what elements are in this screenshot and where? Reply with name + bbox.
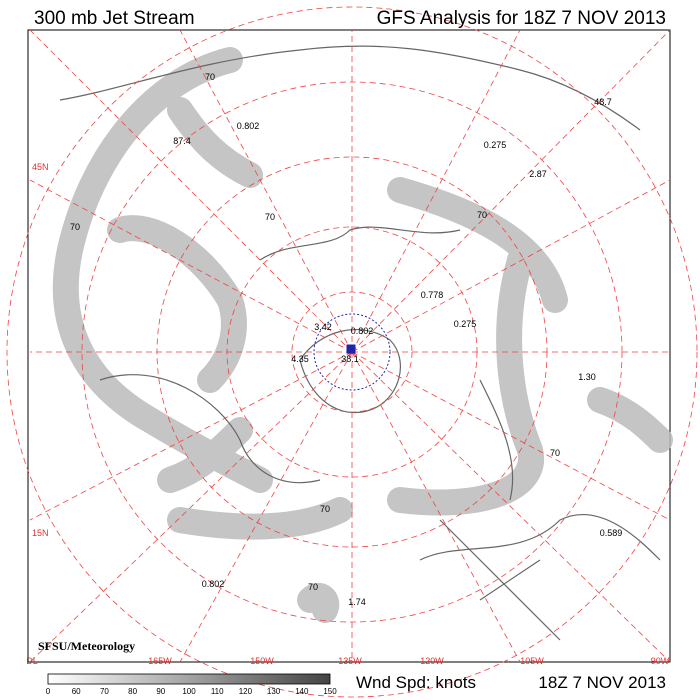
point-label: 1.30 [578, 372, 596, 382]
lon-label: 165W [148, 656, 172, 666]
point-label: 1.74 [348, 597, 366, 607]
legend-tick-label: 80 [128, 687, 137, 696]
legend-tick-label: 120 [239, 687, 253, 696]
legend-tick-label: 0 [46, 687, 51, 696]
point-label: 0.589 [600, 528, 623, 538]
point-label: 0.802 [237, 121, 260, 131]
point-label: 3.42 [314, 322, 332, 332]
point-label: 2.87 [529, 169, 547, 179]
lon-label: 90W [651, 656, 670, 666]
lon-label: DL [26, 656, 38, 666]
point-label: 0.802 [351, 326, 374, 336]
lat-label: 45N [32, 162, 49, 172]
point-label: 87.4 [173, 136, 191, 146]
point-label: 0.275 [484, 140, 507, 150]
legend-tick-label: 90 [156, 687, 165, 696]
point-label: 4.35 [291, 354, 309, 364]
lon-label: 105W [520, 656, 544, 666]
point-label: 0.778 [421, 290, 444, 300]
point-label: 38.1 [341, 354, 359, 364]
point-label: 70 [70, 222, 80, 232]
point-label: 70 [265, 212, 275, 222]
legend-tick-label: 150 [323, 687, 337, 696]
legend-tick-label: 130 [267, 687, 281, 696]
credit: SFSU/Meteorology [38, 639, 135, 653]
legend-tick-label: 100 [182, 687, 196, 696]
point-label: 70 [308, 582, 318, 592]
lon-label: 150W [250, 656, 274, 666]
lat-label: 15N [32, 528, 49, 538]
colorbar [47, 673, 331, 685]
point-labels: 70 87.4 0.802 48.7 0.275 2.87 70 3.42 0.802 38.1 4… [70, 72, 622, 607]
point-label: 0.802 [202, 579, 225, 589]
map-frame [6, 6, 698, 698]
point-label: 70 [477, 210, 487, 220]
legend-tick-label: 140 [295, 687, 309, 696]
lon-label: 135W [338, 656, 362, 666]
point-label: 0.275 [454, 319, 477, 329]
title-right: GFS Analysis for 18Z 7 NOV 2013 [377, 8, 666, 29]
point-label: 70 [320, 504, 330, 514]
point-label: 70 [550, 448, 560, 458]
legend-tick-label: 60 [72, 687, 81, 696]
legend-units: Wnd Spd: knots [356, 673, 476, 692]
legend-tick-label: 110 [211, 687, 224, 696]
lon-label: 120W [420, 656, 444, 666]
title-left: 300 mb Jet Stream [34, 8, 195, 29]
lon-labels: DL 165W 150W 135W 120W 105W 90W [26, 656, 670, 666]
legend-date: 18Z 7 NOV 2013 [538, 673, 666, 692]
point-label: 70 [205, 72, 215, 82]
legend-tick-label: 70 [100, 687, 109, 696]
point-label: 48.7 [594, 97, 612, 107]
legend: 0 60 70 80 90 100 110 120 130 140 150 Wnd Spd: kno… [46, 673, 666, 696]
